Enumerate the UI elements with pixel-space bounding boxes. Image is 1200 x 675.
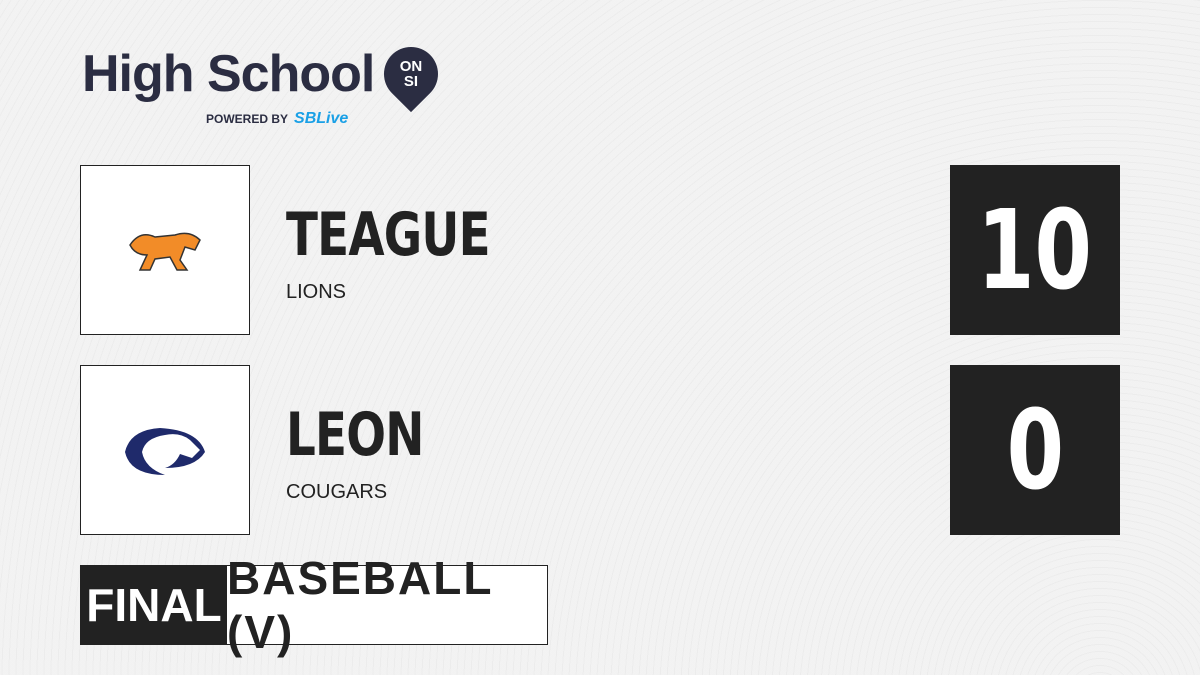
partner-logo: SBLive [294, 110, 349, 127]
score-away: 0 [950, 365, 1120, 535]
logo: High School ON SI [82, 35, 450, 113]
team-mascot-home: LIONS [286, 281, 347, 303]
score-home: 10 [950, 165, 1120, 335]
team-logo-away [80, 365, 250, 535]
powered-by: POWERED BY SBLive [206, 110, 349, 127]
sport-label: BASEBALL (V) [227, 552, 547, 658]
lion-icon [129, 232, 201, 271]
team-logo-home [80, 165, 250, 335]
team-name-away: LEON [286, 400, 424, 470]
brand-title: High School [82, 45, 375, 103]
location-pin-icon: ON SI [373, 35, 450, 113]
game-status: FINAL [81, 566, 227, 644]
game-status-bar: FINAL BASEBALL (V) [80, 552, 548, 658]
cougar-icon [125, 428, 205, 475]
team-mascot-away: COUGARS [286, 481, 388, 503]
team-name-home: TEAGUE [286, 200, 491, 270]
